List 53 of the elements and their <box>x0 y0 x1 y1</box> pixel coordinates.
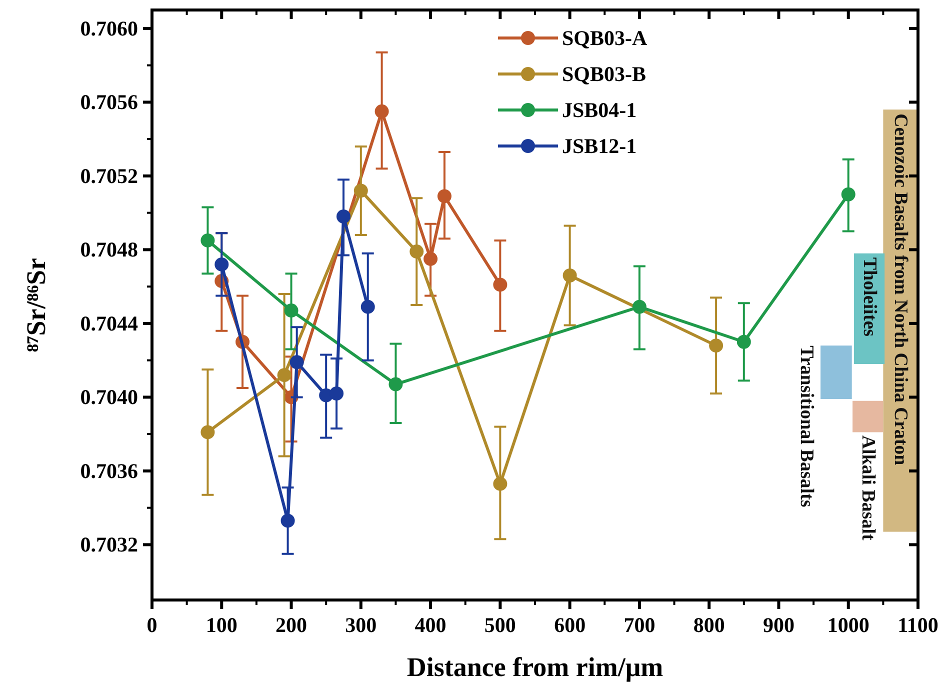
point <box>437 189 452 204</box>
band-label: Alkali Basalt <box>857 435 878 541</box>
y-tick-label: 0.7036 <box>80 458 138 483</box>
point <box>277 368 292 382</box>
point <box>330 386 344 400</box>
point <box>410 244 424 259</box>
point <box>214 257 229 272</box>
y-axis-title: ⁸⁷Sr/⁸⁶Sr <box>21 258 51 352</box>
band-label: Transitional Basalts <box>796 346 818 508</box>
x-tick-label: 800 <box>693 613 725 637</box>
legend-label: SQB03-B <box>562 62 646 86</box>
point <box>290 355 304 370</box>
point <box>200 425 215 440</box>
point <box>841 187 856 202</box>
x-tick-label: 400 <box>414 613 446 637</box>
point <box>493 476 508 491</box>
x-tick-label: 200 <box>276 613 308 637</box>
x-tick-label: 1000 <box>827 613 870 637</box>
x-tick-label: 1100 <box>898 613 938 637</box>
band-label: Cenozoic Basalts from North China Craton <box>890 114 912 466</box>
y-tick-label: 0.7040 <box>80 385 138 410</box>
point <box>632 300 646 314</box>
point <box>424 252 438 266</box>
legend-label: SQB03-A <box>562 26 648 50</box>
legend-label: JSB12-1 <box>562 134 637 158</box>
x-tick-label: 500 <box>484 613 516 637</box>
x-tick-label: 0 <box>146 613 158 637</box>
point <box>709 338 724 353</box>
y-tick-label: 0.7060 <box>80 16 138 40</box>
x-tick-label: 700 <box>624 613 656 637</box>
x-axis-title: Distance from rim/μm <box>406 652 664 682</box>
point <box>284 304 298 318</box>
point <box>493 278 508 292</box>
y-tick-label: 0.7044 <box>80 311 138 336</box>
point <box>280 514 295 528</box>
x-tick-label: 600 <box>554 613 586 637</box>
y-tick-label: 0.7052 <box>80 164 138 188</box>
legend-label: JSB04-1 <box>562 98 637 122</box>
x-tick-label: 100 <box>206 613 238 637</box>
x-tick-label: 300 <box>345 613 377 637</box>
point <box>200 233 215 248</box>
band-label: Tholeiites <box>858 257 880 337</box>
point <box>360 300 375 314</box>
point <box>736 334 751 349</box>
y-tick-label: 0.7048 <box>80 238 138 262</box>
point <box>354 184 368 198</box>
x-tick-label: 900 <box>762 613 794 637</box>
point <box>374 104 389 118</box>
y-tick-label: 0.7032 <box>80 532 138 557</box>
point <box>388 377 403 392</box>
point <box>336 210 350 224</box>
y-tick-label: 0.7056 <box>80 90 138 114</box>
point <box>562 268 577 282</box>
